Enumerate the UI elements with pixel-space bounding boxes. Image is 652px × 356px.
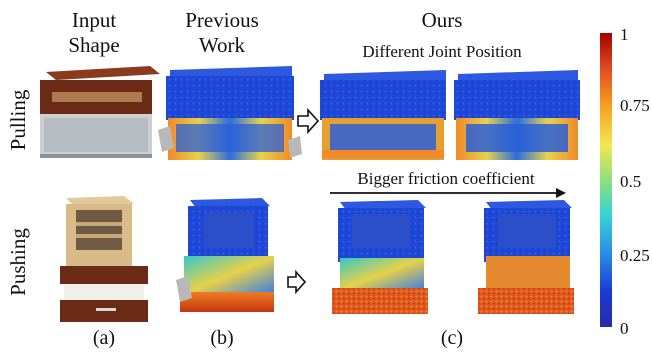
input-shape-drawer-cabinet: [60, 196, 148, 322]
header-previous-work-line2: Work: [199, 33, 246, 57]
row-label-pushing: Pushing: [6, 228, 30, 296]
previous-work-pushing: [176, 198, 274, 312]
header-ours: Ours: [422, 8, 463, 32]
ours-pulling-joint-1: [320, 70, 446, 160]
header-input-shape-line2: Shape: [68, 33, 119, 57]
input-shape-cabinet: [40, 66, 160, 158]
header-input-shape-line1: Input: [72, 8, 116, 32]
header-previous-work-line1: Previous: [185, 8, 259, 32]
friction-annotation: Bigger friction coefficient: [357, 169, 534, 188]
colorbar-tick-0: 0: [620, 319, 629, 338]
colorbar-tick-1: 1: [620, 25, 629, 44]
colorbar: [600, 33, 612, 327]
ours-pulling-joint-2: [454, 70, 580, 160]
arrow-right-icon: [287, 269, 307, 295]
caption-a: (a): [93, 327, 115, 349]
arrow-right-icon: [297, 107, 320, 135]
header-ours-subtitle: Different Joint Position: [362, 42, 522, 61]
ours-pushing-low-friction: [332, 200, 428, 314]
colorbar-tick-0.25: 0.25: [620, 246, 650, 265]
colorbar-tick-0.75: 0.75: [620, 96, 650, 115]
caption-b: (b): [210, 327, 233, 349]
colorbar-tick-0.5: 0.5: [620, 172, 641, 191]
caption-c: (c): [441, 327, 463, 349]
previous-work-pulling: [158, 66, 302, 160]
row-label-pulling: Pulling: [6, 89, 30, 150]
ours-pushing-high-friction: [478, 200, 574, 314]
friction-arrow-icon: [330, 188, 566, 198]
